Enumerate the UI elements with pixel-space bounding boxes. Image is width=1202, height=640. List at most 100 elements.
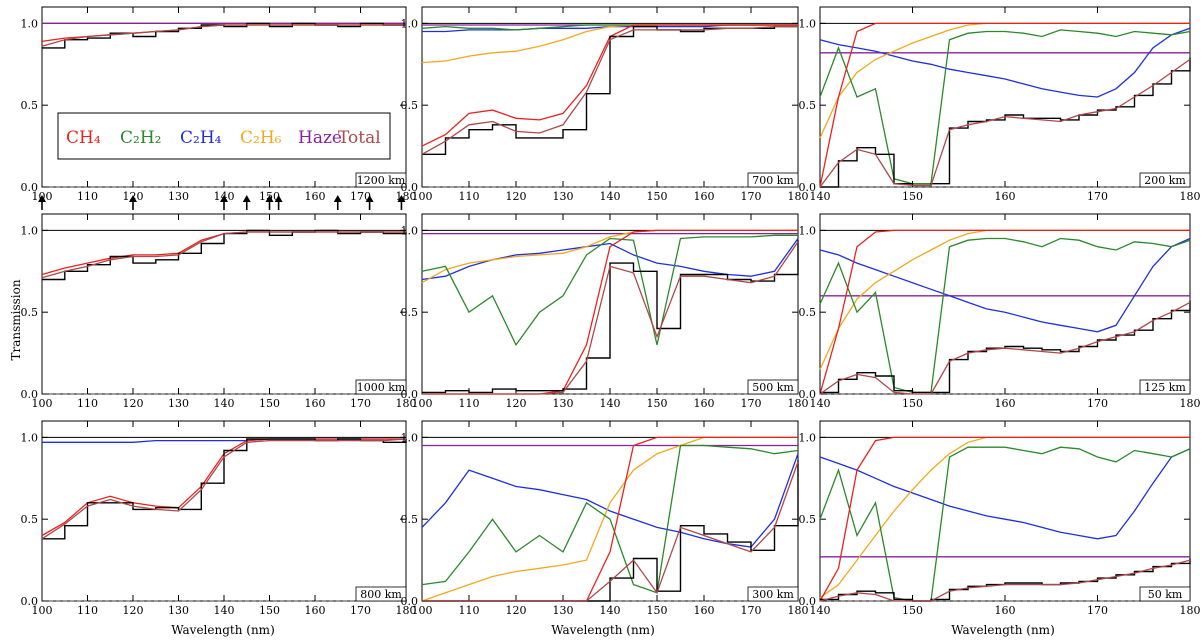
series-total-line bbox=[421, 25, 798, 155]
altitude-label-box bbox=[1139, 172, 1191, 188]
arrow-head bbox=[333, 195, 342, 202]
series-total-line bbox=[422, 241, 799, 395]
x-tick-label: 120 bbox=[123, 397, 144, 410]
series-c2h2-line bbox=[819, 237, 1191, 394]
panel-700-km: 0.0 0.5 1.0 100 110 120 130 140 150 160 170 180 700 … bbox=[401, 6, 809, 203]
panel-125-km: 0.0 0.5 1.0 140 150 160 170 180 125 km bbox=[799, 213, 1201, 410]
x-axis-label-col1: Wavelength (nm) bbox=[171, 623, 275, 637]
y-tick-label: 0.5 bbox=[799, 99, 817, 112]
panels-group: 0.0 0.5 1.0 100 110 120 130 140 150 160 170 180 120 0… bbox=[21, 6, 1201, 617]
altitude-label-box bbox=[355, 379, 407, 395]
altitude-label-box bbox=[355, 586, 407, 602]
panel-50-km: 0.0 0.5 1.0 140 150 160 170 180 50 km bbox=[799, 420, 1201, 617]
altitude-label: 200 km bbox=[1144, 174, 1186, 187]
x-tick-label: 120 bbox=[506, 190, 527, 203]
arrow-head bbox=[397, 195, 406, 202]
x-tick-label: 160 bbox=[694, 397, 715, 410]
y-axis-label: Transmission bbox=[9, 279, 23, 360]
x-tick-label: 140 bbox=[214, 397, 235, 410]
y-tick-label: 0.0 bbox=[799, 181, 817, 194]
altitude-label: 300 km bbox=[752, 588, 794, 601]
x-tick-label: 170 bbox=[1087, 190, 1108, 203]
x-tick-label: 160 bbox=[995, 397, 1016, 410]
x-tick-label: 170 bbox=[350, 190, 371, 203]
arrow-head bbox=[265, 195, 274, 202]
x-tick-label: 140 bbox=[600, 604, 621, 617]
series-data-line bbox=[820, 57, 1191, 188]
x-tick-label: 180 bbox=[396, 397, 417, 410]
x-tick-label: 180 bbox=[1180, 397, 1201, 410]
altitude-label: 700 km bbox=[752, 174, 794, 187]
plot-frame bbox=[41, 420, 407, 602]
y-tick-label: 0.0 bbox=[21, 595, 39, 608]
series-c2h2-line bbox=[819, 446, 1191, 602]
series-data-line bbox=[422, 25, 798, 155]
panel-1200-km: 0.00.51.01001101201301401501601701801200… bbox=[21, 6, 417, 203]
x-tick-label: 170 bbox=[350, 604, 371, 617]
x-tick-label: 160 bbox=[995, 190, 1016, 203]
x-tick-label: 170 bbox=[741, 190, 762, 203]
panel-300-km: 0.0 0.5 1.0 100 110 120 130 140 150 160 170 180 300 … bbox=[401, 420, 809, 617]
y-tick-label: 1.0 bbox=[401, 431, 419, 444]
y-tick-label: 0.5 bbox=[799, 513, 817, 526]
x-tick-label: 100 bbox=[412, 604, 433, 617]
plot-frame bbox=[819, 6, 1191, 188]
x-tick-label: 110 bbox=[77, 190, 98, 203]
x-tick-label: 100 bbox=[32, 397, 53, 410]
altitude-label: 50 km bbox=[1148, 588, 1183, 601]
y-tick-label: 0.5 bbox=[401, 99, 419, 112]
x-tick-label: 150 bbox=[902, 190, 923, 203]
x-tick-label: 170 bbox=[1087, 397, 1108, 410]
plot-frame bbox=[819, 420, 1191, 602]
legend-entry-haze: Haze bbox=[298, 128, 342, 148]
x-tick-label: 130 bbox=[553, 397, 574, 410]
x-tick-label: 140 bbox=[810, 604, 831, 617]
arrow-head bbox=[129, 195, 137, 202]
legend-box bbox=[57, 112, 391, 160]
x-tick-label: 130 bbox=[168, 604, 189, 617]
altitude-label-box bbox=[1139, 586, 1191, 602]
x-tick-label: 100 bbox=[412, 397, 433, 410]
x-tick-label: 150 bbox=[902, 397, 923, 410]
x-tick-label: 130 bbox=[168, 190, 189, 203]
y-tick-label: 0.0 bbox=[21, 388, 39, 401]
x-tick-label: 180 bbox=[788, 397, 809, 410]
x-tick-label: 140 bbox=[810, 397, 831, 410]
series-ch4-line bbox=[819, 22, 1190, 188]
altitude-label-box bbox=[747, 379, 799, 395]
x-tick-label: 160 bbox=[305, 190, 326, 203]
x-tick-label: 180 bbox=[1180, 604, 1201, 617]
legend-entry-ch4: CH₄ bbox=[66, 128, 101, 148]
panel-500-km: 0.0 0.5 1.0 100 110 120 130 140 150 160 170 180 500 … bbox=[401, 213, 809, 410]
y-tick-label: 1.0 bbox=[799, 17, 817, 30]
panel-800-km: 0.0 0.5 1.0 100 110 120 130 140 150 160 170 180 800 … bbox=[21, 420, 417, 617]
x-tick-label: 110 bbox=[459, 397, 480, 410]
x-tick-label: 170 bbox=[741, 397, 762, 410]
series-c2h2-line bbox=[819, 29, 1191, 185]
legend-entry-c2h2: C₂H₂ bbox=[120, 128, 161, 148]
y-tick-label: 0.0 bbox=[401, 181, 419, 194]
series-total-line bbox=[819, 58, 1191, 188]
altitude-label: 800 km bbox=[360, 588, 402, 601]
series-total-line bbox=[41, 231, 406, 279]
x-tick-label: 180 bbox=[788, 604, 809, 617]
series-c2h4-line bbox=[421, 238, 799, 281]
legend-entry-c2h4: C₂H₄ bbox=[180, 128, 222, 148]
arrow-head bbox=[365, 195, 374, 202]
series-data-line bbox=[42, 438, 407, 540]
x-tick-label: 170 bbox=[350, 397, 371, 410]
x-tick-label: 100 bbox=[412, 190, 433, 203]
x-tick-label: 160 bbox=[694, 604, 715, 617]
series-c2h4-line bbox=[421, 453, 799, 548]
x-tick-label: 140 bbox=[214, 604, 235, 617]
series-c2h4-line bbox=[819, 27, 1191, 98]
x-axis-label-col2: Wavelength (nm) bbox=[551, 623, 655, 637]
x-tick-label: 180 bbox=[396, 604, 417, 617]
y-tick-label: 1.0 bbox=[401, 224, 419, 237]
plot-frame bbox=[819, 213, 1191, 395]
series-c2h2-line bbox=[421, 444, 799, 594]
arrow-head bbox=[242, 195, 251, 202]
y-tick-label: 0.0 bbox=[401, 595, 419, 608]
series-total-line bbox=[819, 301, 1191, 395]
legend-entry-c2h6: C₂H₆ bbox=[240, 128, 282, 148]
